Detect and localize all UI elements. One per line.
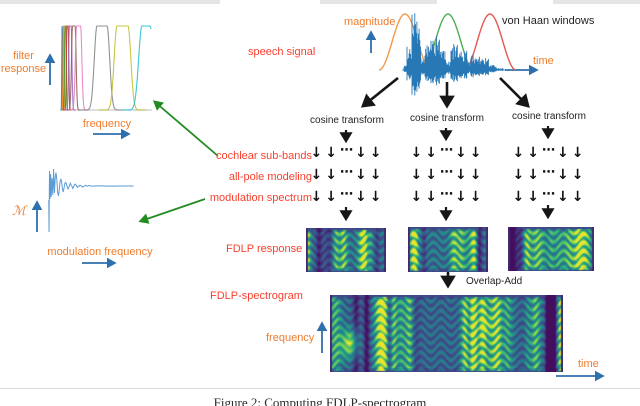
all-pole-modeling-label: all-pole modeling [228, 171, 312, 183]
time-axis-label-top: time [533, 55, 554, 67]
down-arrow-icon: ↓ [455, 189, 467, 205]
ellipsis-dots: ⋯ [340, 143, 353, 158]
frequency-axis-label: frequency [82, 118, 132, 130]
fdlp-response-label: FDLP response [226, 243, 303, 255]
down-arrow-icon: ↓ [469, 189, 482, 205]
ellipsis-dots: ⋯ [440, 143, 453, 158]
down-arrow-icon: ↓ [369, 167, 382, 183]
down-arrow-icon: ↓ [512, 189, 525, 205]
down-arrow-icon: ↓ [355, 167, 367, 183]
down-arrow-icon: ↓ [557, 189, 569, 205]
down-arrow-icon: ↓ [425, 145, 437, 161]
filter-response-axis-label: filter response [0, 50, 47, 75]
down-arrow-icon: ↓ [310, 189, 323, 205]
arrow-grid-col3-row3: ↓ ↓ ⋯ ↓ ↓ [512, 187, 584, 205]
down-arrow-icon: ↓ [369, 145, 382, 161]
down-arrow-icon: ↓ [527, 167, 539, 183]
top-edge-strip-middle [320, 0, 437, 4]
cochlear-subbands-label: cochlear sub-bands [215, 150, 312, 162]
arrow-grid-col1-row1: ↓ ↓ ⋯ ↓ ↓ [310, 143, 382, 161]
down-arrow-icon: ↓ [325, 189, 337, 205]
arrow-grid-col2-row1: ↓ ↓ ⋯ ↓ ↓ [410, 143, 482, 161]
magnitude-axis-label: magnitude [344, 16, 396, 28]
down-arrow-icon: ↓ [410, 167, 423, 183]
down-arrow-icon: ↓ [469, 145, 482, 161]
down-arrow-icon: ↓ [571, 167, 584, 183]
caption-separator-line [0, 388, 640, 389]
top-edge-strip-left [0, 0, 220, 4]
flow-arrow-window-1 [360, 76, 399, 108]
down-arrow-icon: ↓ [512, 167, 525, 183]
down-arrow-icon: ↓ [527, 189, 539, 205]
ellipsis-dots: ⋯ [340, 187, 353, 202]
down-arrow-icon: ↓ [410, 145, 423, 161]
down-arrow-icon: ↓ [469, 167, 482, 183]
flow-arrow-window-3 [499, 77, 530, 108]
top-edge-strip-right [553, 0, 640, 4]
speech-signal-label: speech signal [248, 46, 316, 58]
ellipsis-dots: ⋯ [440, 187, 453, 202]
down-arrow-icon: ↓ [325, 145, 337, 161]
modulation-frequency-axis-label: modulation frequency [47, 246, 153, 258]
down-arrow-icon: ↓ [325, 167, 337, 183]
ellipsis-dots: ⋯ [340, 165, 353, 180]
down-arrow-icon: ↓ [355, 189, 367, 205]
ellipsis-dots: ⋯ [542, 165, 555, 180]
figure-caption: Figure 2: Computing FDLP-spectrogram [213, 395, 427, 406]
arrow-grid-col2-row2: ↓ ↓ ⋯ ↓ ↓ [410, 165, 482, 183]
ellipsis-dots: ⋯ [542, 187, 555, 202]
cosine-transform-label-3: cosine transform [512, 111, 586, 122]
pointer-arrow-to-filterbank [152, 100, 219, 157]
down-arrow-icon: ↓ [355, 145, 367, 161]
down-arrow-icon: ↓ [557, 145, 569, 161]
arrow-grid-col2-row3: ↓ ↓ ⋯ ↓ ↓ [410, 187, 482, 205]
modulation-spectrum-label: modulation spectrum [209, 192, 312, 204]
speech-waveform [403, 13, 504, 96]
ellipsis-dots: ⋯ [440, 165, 453, 180]
filterbank-curve-8 [79, 25, 124, 111]
down-arrow-icon: ↓ [310, 167, 323, 183]
fdlp-response-spectrogram-2 [408, 227, 488, 272]
down-arrow-icon: ↓ [571, 145, 584, 161]
fdlp-spectrogram-image [330, 295, 563, 372]
down-arrow-icon: ↓ [557, 167, 569, 183]
arrow-grid-col3-row1: ↓ ↓ ⋯ ↓ ↓ [512, 143, 584, 161]
down-arrow-icon: ↓ [571, 189, 584, 205]
cosine-transform-label-2: cosine transform [410, 113, 484, 124]
cosine-transform-label-1: cosine transform [310, 115, 384, 126]
frequency-axis-label-bottom: frequency [266, 332, 315, 344]
down-arrow-icon: ↓ [527, 145, 539, 161]
down-arrow-icon: ↓ [455, 167, 467, 183]
modulation-spectrum-signal [48, 168, 134, 233]
down-arrow-icon: ↓ [310, 145, 323, 161]
fdlp-response-spectrogram-1 [306, 228, 386, 272]
arrow-grid-col3-row2: ↓ ↓ ⋯ ↓ ↓ [512, 165, 584, 183]
von-haan-windows-label: von Haan windows [502, 15, 595, 27]
filterbank-curve-10 [122, 25, 152, 111]
fdlp-response-spectrogram-3 [508, 227, 594, 271]
down-arrow-icon: ↓ [410, 189, 423, 205]
overlap-add-label: Overlap-Add [466, 276, 523, 287]
down-arrow-icon: ↓ [369, 189, 382, 205]
ellipsis-dots: ⋯ [542, 143, 555, 158]
down-arrow-icon: ↓ [512, 145, 525, 161]
filterbank-curve-9 [98, 25, 147, 111]
down-arrow-icon: ↓ [425, 167, 437, 183]
down-arrow-icon: ↓ [425, 189, 437, 205]
pointer-arrow-to-modulation-plot [138, 198, 206, 224]
haan-window-orange [378, 13, 432, 71]
arrow-grid-col1-row2: ↓ ↓ ⋯ ↓ ↓ [310, 165, 382, 183]
time-axis-label-bottom: time [578, 358, 599, 370]
down-arrow-icon: ↓ [455, 145, 467, 161]
arrow-grid-col1-row3: ↓ ↓ ⋯ ↓ ↓ [310, 187, 382, 205]
modulation-magnitude-label: ℳ [12, 204, 26, 219]
fdlp-spectrogram-label: FDLP-spectrogram [210, 290, 303, 302]
